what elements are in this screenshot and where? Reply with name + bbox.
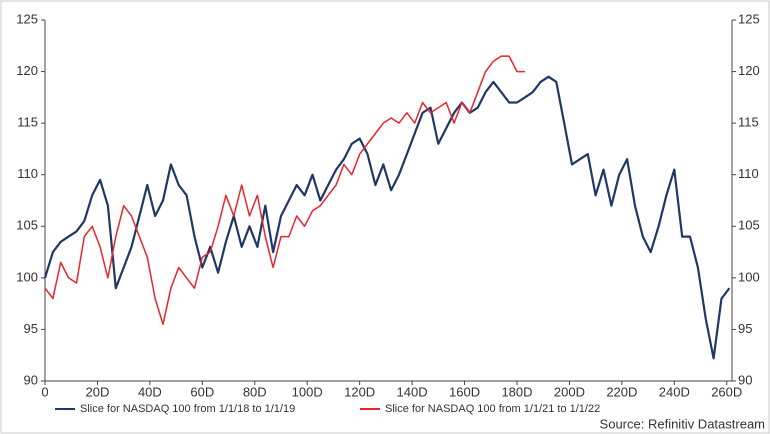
- x-tick-label: 20D: [86, 384, 110, 399]
- x-tick-label: 40D: [138, 384, 162, 399]
- y-tick-label: 110: [17, 166, 38, 181]
- y2-tick-label: 90: [738, 372, 752, 387]
- y2-tick-label: 100: [738, 269, 760, 284]
- x-tick-label: 160D: [449, 384, 480, 399]
- x-tick-label: 80D: [243, 384, 267, 399]
- legend-label: Slice for NASDAQ 100 from 1/1/18 to 1/1/…: [80, 403, 295, 415]
- x-tick-label: 0: [41, 384, 48, 399]
- x-tick-label: 200D: [554, 384, 585, 399]
- y2-tick-label: 105: [738, 218, 760, 233]
- source-note: Source: Refinitiv Datastream: [600, 416, 765, 431]
- y-tick-label: 115: [17, 115, 38, 130]
- x-tick-label: 240D: [659, 384, 690, 399]
- y-tick-label: 95: [24, 321, 38, 336]
- x-tick-label: 180D: [501, 384, 532, 399]
- x-tick-label: 120D: [344, 384, 375, 399]
- y2-tick-label: 110: [738, 166, 759, 181]
- y-tick-label: 90: [24, 372, 38, 387]
- y-tick-label: 100: [16, 269, 38, 284]
- x-tick-label: 260D: [711, 384, 742, 399]
- y2-tick-label: 95: [738, 321, 752, 336]
- x-tick-label: 60D: [190, 384, 214, 399]
- y-tick-label: 125: [16, 11, 38, 26]
- y2-tick-label: 115: [738, 115, 759, 130]
- series-line: [43, 75, 731, 360]
- x-tick-label: 140D: [397, 384, 428, 399]
- x-tick-label: 100D: [292, 384, 323, 399]
- series-line: [44, 55, 525, 326]
- legend-label: Slice for NASDAQ 100 from 1/1/21 to 1/1/…: [385, 403, 600, 415]
- y2-tick-label: 120: [738, 63, 760, 78]
- y-tick-label: 105: [16, 218, 38, 233]
- y-tick-label: 120: [16, 63, 38, 78]
- y2-tick-label: 125: [738, 11, 760, 26]
- x-tick-label: 220D: [606, 384, 637, 399]
